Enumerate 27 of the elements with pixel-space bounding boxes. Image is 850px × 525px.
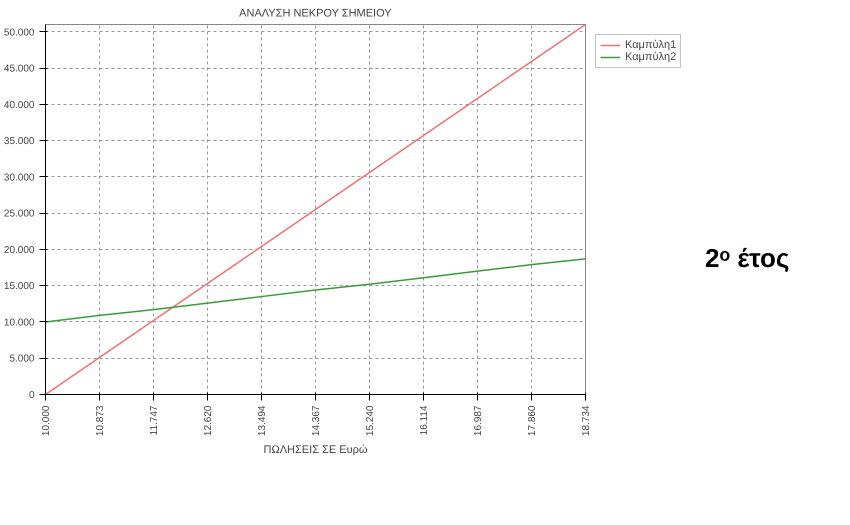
- chart-title: ΑΝΑΛΥΣΗ ΝΕΚΡΟΥ ΣΗΜΕΙΟΥ: [239, 8, 392, 20]
- y-tick-label: 35.000: [4, 136, 35, 148]
- y-tick-label: 30.000: [4, 172, 35, 184]
- x-axis-title: ΠΩΛΗΣΕΙΣ ΣΕ Ευρώ: [264, 444, 368, 456]
- x-tick-label: 16.114: [419, 405, 430, 436]
- y-tick-label: 45.000: [4, 64, 35, 75]
- y-tick-label: 50.000: [4, 27, 35, 38]
- x-tick-label: 10.873: [94, 405, 106, 436]
- y-tick-label: 0: [28, 390, 35, 401]
- y-tick-label: 10.000: [4, 317, 35, 328]
- x-tick-label: 17.860: [526, 405, 538, 436]
- x-tick-label: 16.987: [472, 405, 484, 436]
- y-tick-label: 25.000: [4, 208, 35, 220]
- text: 2ᵒ έτος: [705, 242, 790, 275]
- legend-label: Καμπύλη1: [625, 39, 676, 51]
- legend-label: Καμπύλη2: [625, 51, 676, 63]
- x-tick-label: 15.240: [364, 405, 376, 436]
- line-series: [46, 258, 586, 323]
- y-tick-label: 15.000: [4, 281, 35, 292]
- x-tick-label: 13.494: [257, 405, 268, 436]
- x-tick-label: 12.620: [202, 405, 214, 436]
- y-tick-label: 5.000: [9, 354, 35, 365]
- y-tick-label: 40.000: [4, 100, 35, 111]
- x-tick-label: 14.367: [311, 405, 322, 436]
- y-tick-label: 20.000: [4, 244, 35, 256]
- x-tick-label: 11.747: [149, 405, 160, 436]
- x-tick-label: 18.734: [581, 405, 592, 436]
